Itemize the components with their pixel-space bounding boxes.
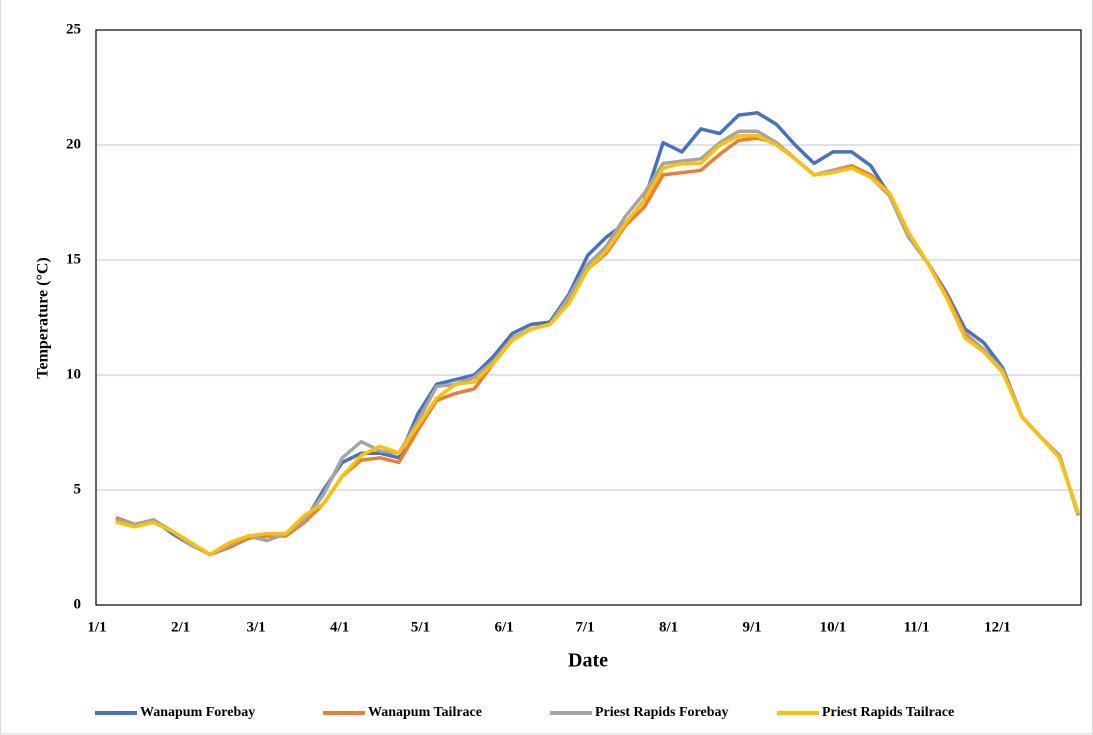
y-tick-label: 20 [66,136,81,152]
x-tick-label: 1/1 [87,619,106,635]
legend-text: Priest Rapids Tailrace [822,705,954,720]
y-tick-label: 5 [74,481,82,497]
x-axis-title: Date [568,650,608,672]
x-tick-label: 5/1 [411,619,430,635]
x-tick-label: 8/1 [659,619,678,635]
x-tick-label: 4/1 [330,619,349,635]
series-line [115,129,1080,557]
y-tick-label: 15 [66,251,81,267]
legend-text: Wanapum Forebay [140,705,255,720]
x-tick-label: 11/1 [904,619,930,635]
legend-text: Priest Rapids Forebay [595,705,729,720]
y-tick-label: 0 [74,596,82,612]
x-tick-label: 2/1 [171,619,190,635]
x-tick-label: 12/1 [984,619,1011,635]
series-line [115,136,1080,557]
y-axis-title: Temperature (°C) [35,257,52,378]
legend-text: Wanapum Tailrace [368,705,482,720]
series-line [115,111,1080,557]
x-tick-label: 6/1 [494,619,513,635]
x-tick-label: 9/1 [743,619,762,635]
series-line [115,134,1080,557]
plot-border [95,29,1082,606]
x-tick-label: 7/1 [575,619,594,635]
x-tick-label: 3/1 [246,619,265,635]
y-tick-label: 10 [66,366,81,382]
x-tick-label: 10/1 [820,619,847,635]
y-tick-label: 25 [66,21,81,37]
